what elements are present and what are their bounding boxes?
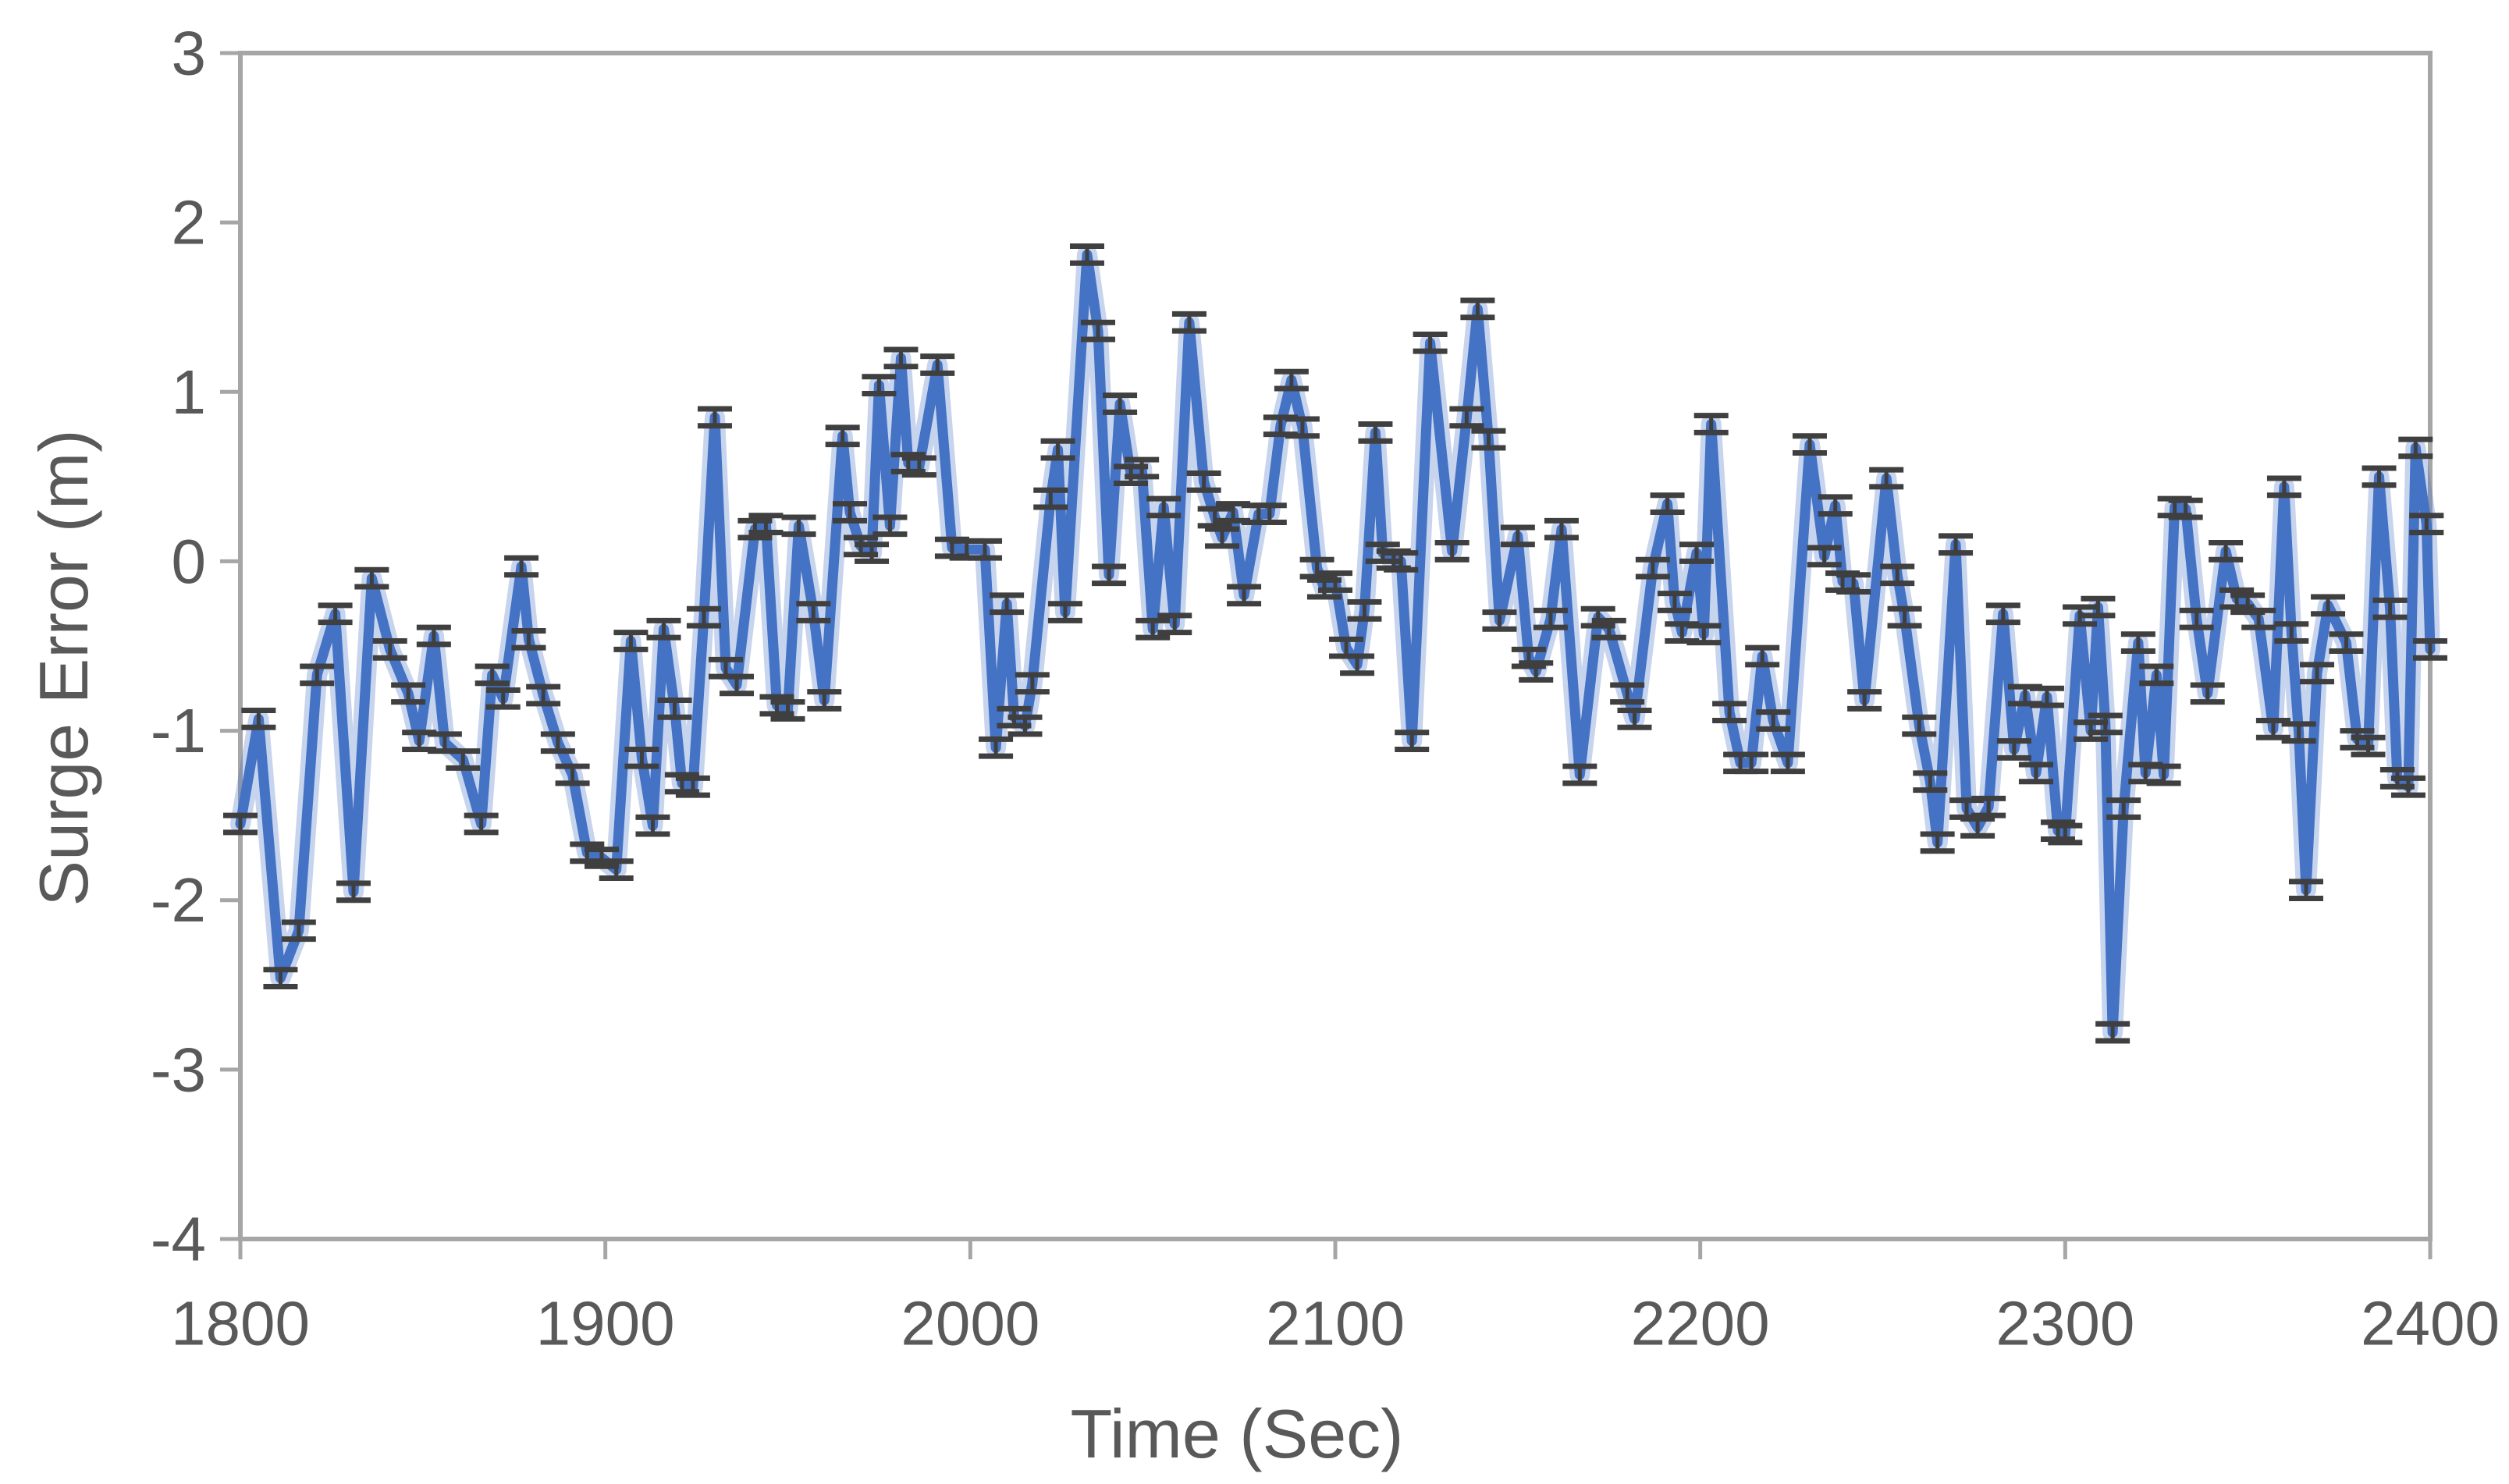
x-axis-tick-label: 2100 [1266, 1289, 1405, 1358]
y-axis-tick-label: -1 [151, 696, 206, 765]
y-axis-tick-label: 3 [172, 19, 207, 88]
y-axis-tick-label: 2 [172, 188, 207, 257]
x-axis-tick-label: 1900 [536, 1289, 675, 1358]
y-axis-tick-label: -2 [151, 865, 206, 935]
x-axis-tick-label: 2400 [2361, 1289, 2500, 1358]
x-axis-tick-label: 2000 [901, 1289, 1039, 1358]
x-axis-tick-label: 2200 [1631, 1289, 1770, 1358]
y-axis-tick-label: -3 [151, 1035, 206, 1104]
y-axis-tick-label: 1 [172, 357, 207, 427]
y-axis-tick-label: 0 [172, 527, 207, 596]
x-axis-tick-label: 1800 [171, 1289, 310, 1358]
y-axis-title: Surge Error (m) [25, 429, 102, 907]
x-axis-title: Time (Sec) [1070, 1395, 1404, 1472]
x-axis-tick-label: 2300 [1995, 1289, 2134, 1358]
y-axis-tick-label: -4 [151, 1205, 206, 1274]
